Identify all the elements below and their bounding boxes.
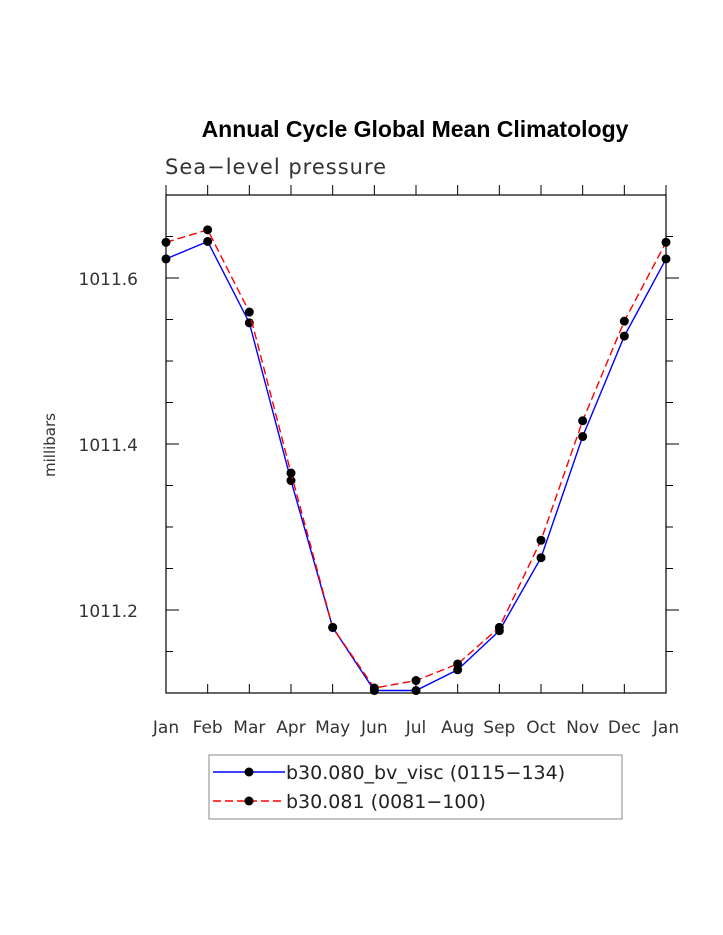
x-tick-label: May [315,718,350,738]
series-line-1 [165,240,667,692]
x-tick-label: Jun [360,718,388,738]
data-point-series-2 [453,659,463,669]
y-tick-label: 1011.4 [79,436,138,456]
data-point-series-1 [578,432,588,442]
data-point-series-1 [619,331,629,341]
data-point-series-2 [494,622,504,632]
data-point-series-2 [411,676,421,686]
legend-marker-series-2 [244,796,254,806]
y-axis-label: millibars [41,413,59,477]
x-tick-label: Jan [652,718,679,738]
data-point-series-2 [161,237,171,247]
legend: b30.080_bv_visc (0115−134) b30.081 (0081… [208,754,623,820]
data-point-series-2 [203,225,213,235]
x-tick-label: Dec [608,718,641,738]
series-layer [161,225,671,696]
chart-title: Annual Cycle Global Mean Climatology [202,116,629,142]
data-point-series-2 [286,468,296,478]
data-point-series-1 [203,236,213,246]
x-tick-label: Aug [441,718,474,738]
x-tick-label: Jan [152,718,179,738]
data-point-series-2 [244,307,254,317]
data-point-series-1 [411,686,421,696]
x-tick-label: Feb [193,718,223,738]
y-tick-label: 1011.6 [79,270,138,290]
x-tick-label: Sep [483,718,515,738]
x-tick-label: Jul [405,718,427,738]
data-point-series-2 [369,683,379,693]
legend-label-series-2: b30.081 (0081−100) [286,791,486,813]
legend-label-series-1: b30.080_bv_visc (0115−134) [286,762,565,784]
data-point-series-2 [536,535,546,545]
y-tick-labels: 1011.2 1011.4 1011.6 [79,270,138,622]
x-tick-label: Mar [233,718,265,738]
data-point-series-2 [661,237,671,247]
data-point-series-2 [619,316,629,326]
x-tick-label: Apr [276,718,305,738]
x-tick-label: Oct [526,718,556,738]
data-point-series-2 [578,416,588,426]
data-point-series-1 [661,254,671,264]
data-point-series-1 [286,476,296,486]
plot-frame [165,194,667,694]
legend-box [208,754,623,820]
x-tick-label: Nov [566,718,599,738]
chart-subtitle: Sea−level pressure [165,155,387,179]
data-point-series-1 [161,254,171,264]
series-line-2 [165,229,667,689]
axis-ticks [165,185,679,693]
data-point-series-1 [536,553,546,563]
data-point-series-2 [328,622,338,632]
x-tick-labels: Jan Feb Mar Apr May Jun Jul Aug Sep Oct Nov Dec Jan [152,718,679,738]
legend-marker-series-1 [244,767,254,777]
y-tick-label: 1011.2 [79,602,138,622]
